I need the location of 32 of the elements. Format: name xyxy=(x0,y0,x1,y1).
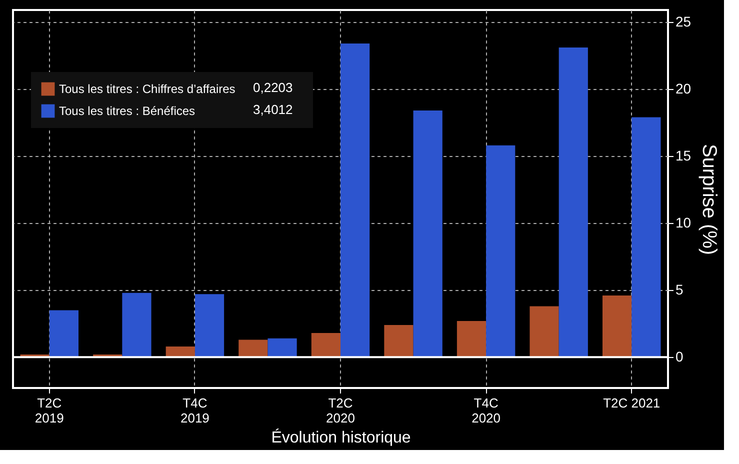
bar xyxy=(413,110,442,358)
bar xyxy=(384,325,414,358)
x-tick-label: T4C 2019 xyxy=(180,396,210,426)
bar xyxy=(49,310,78,358)
bar xyxy=(486,145,516,358)
bar xyxy=(268,338,297,358)
y-tick-label: 25 xyxy=(676,14,692,30)
y-tick-label: 20 xyxy=(676,80,692,97)
bar xyxy=(530,306,559,358)
y-tick-label: 15 xyxy=(676,148,692,164)
bar xyxy=(602,296,632,358)
legend-label: Tous les titres : Chiffres d’affaires xyxy=(59,82,236,96)
x-tick-label: T4C 2020 xyxy=(472,396,501,426)
y-axis-title: Surprise (%) xyxy=(698,144,720,256)
bar xyxy=(456,320,486,358)
y-tick-label: 5 xyxy=(676,282,684,298)
bar xyxy=(194,294,224,358)
y-tick-label: 0 xyxy=(676,348,684,365)
bar xyxy=(632,117,661,358)
bar xyxy=(122,292,152,358)
y-tick-label: 10 xyxy=(676,214,692,231)
x-tick-label: T2C 2021 xyxy=(603,396,660,410)
bar xyxy=(238,340,268,358)
x-tick-label: T2C 2019 xyxy=(34,396,64,426)
bar xyxy=(558,48,588,358)
annotation: 0,2203 xyxy=(253,80,293,95)
legend-label: Tous les titres : Bénéfices xyxy=(59,104,196,118)
annotation: 3,4012 xyxy=(253,102,293,117)
bar xyxy=(340,44,370,358)
x-axis-title: Évolution historique xyxy=(271,428,411,446)
x-tick-label: T2C 2020 xyxy=(326,396,355,426)
bar xyxy=(311,333,340,358)
